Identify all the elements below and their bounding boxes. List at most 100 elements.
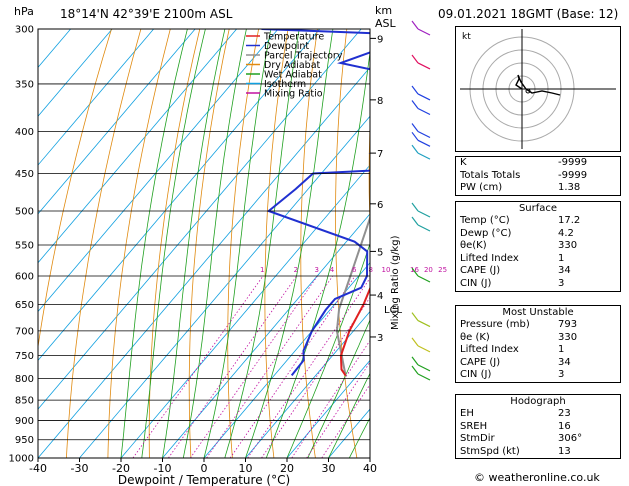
stat-value: -9999 bbox=[558, 157, 588, 168]
wet-adiabat-line bbox=[203, 29, 272, 458]
stat-row: CIN (J) 3 bbox=[456, 278, 620, 291]
stat-value: 1.38 bbox=[558, 182, 581, 194]
mixing-ratio-label: 1 bbox=[260, 266, 264, 274]
pressure-tick-label: 500 bbox=[15, 207, 34, 218]
isotherm-line bbox=[38, 29, 113, 117]
x-tick-label: 10 bbox=[239, 462, 253, 475]
stat-label: EH bbox=[460, 408, 474, 419]
stat-value: 3 bbox=[558, 277, 565, 289]
pressure-tick-label: 800 bbox=[15, 374, 34, 385]
pressure-tick-label: 450 bbox=[15, 169, 34, 180]
wind-barb bbox=[417, 320, 431, 328]
pressure-tick-label: 1000 bbox=[9, 454, 34, 465]
wet-adiabat-line bbox=[120, 29, 188, 458]
stat-value: 1 bbox=[558, 344, 565, 356]
mixing-ratio-label: 3 bbox=[314, 266, 318, 274]
wind-barb bbox=[417, 345, 431, 353]
pressure-tick-label: 750 bbox=[15, 351, 34, 362]
temperature-profile-line bbox=[339, 286, 370, 376]
wind-barb bbox=[417, 224, 431, 232]
stat-label: PW (cm) bbox=[460, 182, 503, 194]
isotherm-line bbox=[120, 164, 370, 458]
stat-row: K -9999 bbox=[456, 157, 620, 170]
mixing-ratio-line bbox=[291, 339, 370, 458]
isotherm-line bbox=[79, 115, 370, 458]
mixing-ratio-line bbox=[306, 361, 370, 458]
wind-barb-flag bbox=[411, 337, 419, 347]
x-tick-label: 30 bbox=[322, 462, 336, 475]
stat-value: 13 bbox=[558, 445, 571, 457]
pressure-tick-label: 400 bbox=[15, 127, 34, 138]
dry-adiabat-line bbox=[368, 116, 370, 236]
stat-label: θe(K) bbox=[460, 240, 487, 252]
isotherm-line bbox=[38, 29, 279, 313]
storm-motion-marker bbox=[525, 88, 531, 94]
dry-adiabat-line bbox=[66, 29, 142, 458]
stat-row: θe(K) 330 bbox=[456, 240, 620, 253]
pressure-tick-label: 850 bbox=[15, 396, 34, 407]
credit-footer: © weatheronline.co.uk bbox=[474, 471, 600, 484]
legend-entry-label: Temperature bbox=[263, 32, 324, 43]
wind-barb-flag bbox=[411, 85, 419, 95]
isotherm-line bbox=[38, 29, 196, 215]
wind-barb bbox=[417, 275, 431, 283]
isotherm-line bbox=[38, 29, 237, 264]
stat-row: Dewp (°C) 4.2 bbox=[456, 228, 620, 241]
wind-barb-flag bbox=[411, 365, 419, 375]
wet-adiabat-line bbox=[369, 457, 370, 458]
stat-value: 330 bbox=[558, 331, 578, 343]
km-tick-label: 7 bbox=[377, 149, 383, 160]
isotherm-line bbox=[38, 29, 154, 166]
isotherm-line bbox=[162, 213, 370, 458]
wind-barb-flag bbox=[411, 123, 419, 132]
mixing-ratio-line bbox=[261, 296, 370, 458]
hodograph-stats-panel: Hodograph EH 23 SREH 16 StmDir 306° StmSpd (kt)… bbox=[455, 394, 621, 460]
stat-row: CAPE (J) 34 bbox=[456, 265, 620, 278]
dry-adiabat-line bbox=[335, 29, 358, 458]
wind-barb-flag bbox=[411, 216, 419, 226]
most-unstable-title: Most Unstable bbox=[502, 307, 574, 318]
location-title: 18°14'N 42°39'E 2100m ASL bbox=[60, 7, 233, 21]
stat-row: CAPE (J) 34 bbox=[456, 357, 620, 370]
stat-value: -9999 bbox=[558, 169, 588, 181]
wind-barb-flag bbox=[411, 20, 419, 30]
wind-barb bbox=[417, 130, 431, 139]
isotherm-line bbox=[38, 29, 362, 410]
indices-panel: K -9999 Totals Totals -9999 PW (cm) 1.38 bbox=[455, 156, 621, 196]
wind-barb bbox=[417, 28, 431, 36]
wind-barb bbox=[417, 107, 431, 116]
stat-value: 330 bbox=[558, 240, 578, 252]
pressure-tick-label: 650 bbox=[15, 300, 34, 311]
km-tick-label: 3 bbox=[377, 333, 383, 344]
mixing-ratio-label: 25 bbox=[438, 266, 447, 274]
wet-adiabat-line bbox=[328, 372, 370, 458]
lcl-label: LCL bbox=[384, 305, 403, 316]
wet-adiabat-line bbox=[307, 318, 370, 458]
pressure-tick-label: 350 bbox=[15, 79, 34, 90]
hodograph-box-title: Hodograph bbox=[510, 396, 566, 407]
legend-entry-label: Parcel Trajectory bbox=[264, 51, 343, 62]
wind-barb bbox=[417, 152, 431, 160]
pressure-tick-label: 300 bbox=[15, 25, 34, 36]
surface-title: Surface bbox=[518, 203, 558, 214]
wind-barb-flag bbox=[411, 202, 419, 212]
wind-barb bbox=[417, 373, 431, 381]
stat-row: θe (K) 330 bbox=[456, 332, 620, 345]
stat-value: 4.2 bbox=[558, 227, 574, 239]
stat-label: CIN (J) bbox=[460, 277, 492, 289]
x-tick-label: -30 bbox=[71, 462, 89, 475]
stat-value: 306° bbox=[558, 433, 583, 445]
hodograph-plot: kt bbox=[460, 29, 616, 149]
stat-value: 23 bbox=[558, 408, 571, 419]
x-tick-label: -40 bbox=[29, 462, 47, 475]
legend-entry-label: Isotherm bbox=[264, 79, 306, 90]
mixing-ratio-line bbox=[247, 277, 370, 458]
stat-value: 34 bbox=[558, 356, 571, 368]
mixing-ratio-line bbox=[206, 275, 334, 458]
stat-row: Lifted Index 1 bbox=[456, 344, 620, 357]
stat-label: Dewp (°C) bbox=[460, 227, 512, 239]
isotherm-line bbox=[369, 457, 370, 458]
mixing-ratio-label: 10 bbox=[382, 266, 391, 274]
stat-row: Lifted Index 1 bbox=[456, 253, 620, 266]
pressure-tick-label: 700 bbox=[15, 326, 34, 337]
